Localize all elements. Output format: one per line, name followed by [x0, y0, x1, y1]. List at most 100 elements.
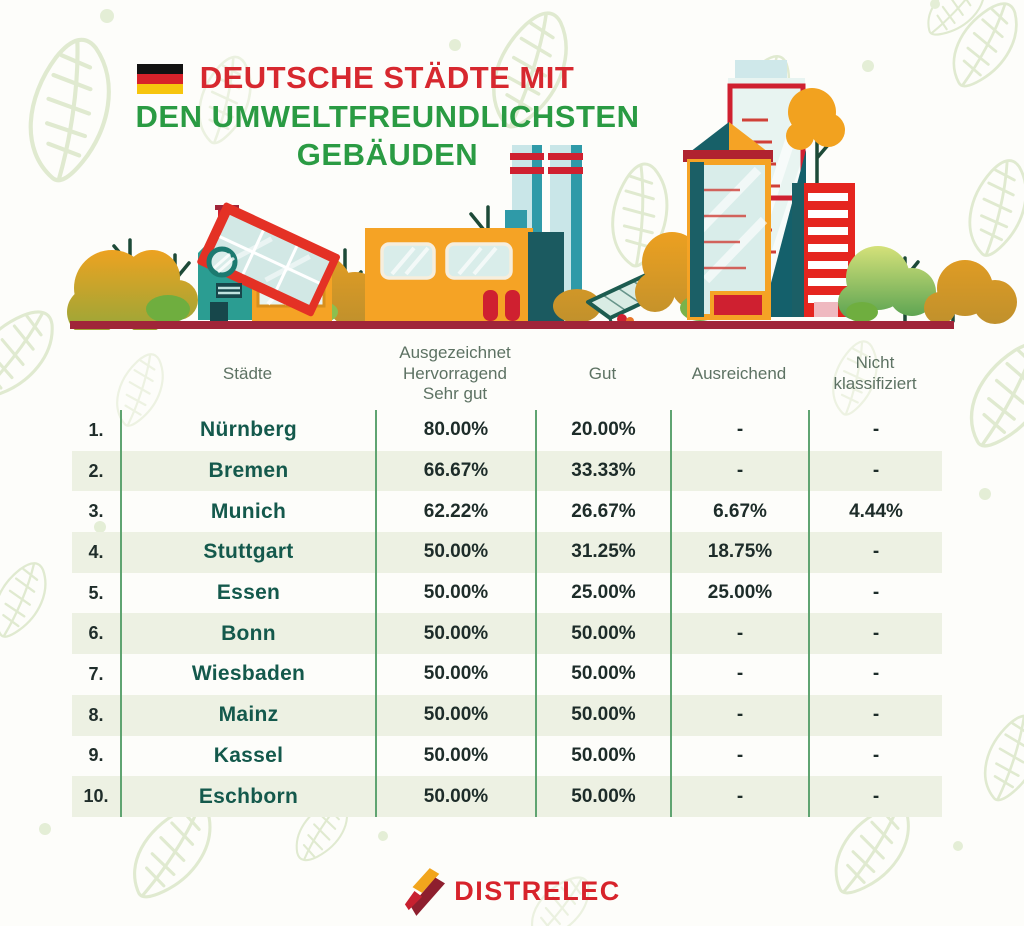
not-classified-cell: -	[808, 450, 942, 492]
city-cell: Essen	[120, 572, 375, 614]
city-cell: Kassel	[120, 735, 375, 777]
excellent-cell: 50.00%	[375, 654, 535, 695]
city-cell: Wiesbaden	[120, 654, 375, 695]
header-city: Städte	[222, 363, 273, 383]
rank-cell: 10.	[83, 786, 109, 807]
sufficient-cell: -	[670, 776, 808, 817]
table-row: 8. Mainz 50.00% 50.00% - -	[72, 694, 942, 736]
rank-cell: 8.	[88, 704, 104, 725]
sufficient-cell: -	[670, 613, 808, 655]
not-classified-cell: -	[808, 572, 942, 614]
sufficient-cell: 18.75%	[670, 532, 808, 573]
title-line-2: DEN UMWELTFREUNDLICHSTEN	[135, 99, 640, 134]
excellent-cell: 50.00%	[375, 735, 535, 777]
sufficient-cell: -	[670, 654, 808, 695]
good-cell: 25.00%	[535, 572, 670, 614]
excellent-cell: 50.00%	[375, 532, 535, 573]
not-classified-cell: -	[808, 694, 942, 736]
table-row: 1. Nürnberg 80.00% 20.00% - -	[72, 410, 942, 451]
good-cell: 20.00%	[535, 410, 670, 451]
right-trees	[838, 246, 1017, 324]
good-cell: 50.00%	[535, 776, 670, 817]
header-excellent: Ausgezeichnet Hervorragend Sehr gut	[399, 342, 511, 404]
not-classified-cell: -	[808, 776, 942, 817]
ranking-table: Städte Ausgezeichnet Hervorragend Sehr g…	[72, 338, 942, 817]
table-row: 6. Bonn 50.00% 50.00% - -	[72, 613, 942, 655]
sufficient-cell: -	[670, 450, 808, 492]
table-row: 3. Munich 62.22% 26.67% 6.67% 4.44%	[72, 491, 942, 533]
excellent-cell: 50.00%	[375, 613, 535, 655]
rank-cell: 3.	[88, 501, 104, 522]
building-door	[814, 302, 838, 317]
excellent-cell: 62.22%	[375, 491, 535, 533]
good-cell: 50.00%	[535, 694, 670, 736]
factory	[365, 145, 601, 323]
tree-behind-building	[786, 88, 845, 183]
eco-house	[197, 202, 340, 321]
table-body: 1. Nürnberg 80.00% 20.00% - - 2. Bremen …	[72, 410, 942, 817]
rank-cell: 9.	[88, 745, 104, 766]
city-cell: Bremen	[120, 450, 375, 492]
rank-cell: 2.	[88, 460, 104, 481]
office-towers	[683, 60, 855, 320]
city-cell: Bonn	[120, 613, 375, 655]
not-classified-cell: -	[808, 613, 942, 655]
brand-name: DISTRELEC	[454, 875, 621, 906]
ground-line	[70, 321, 954, 329]
header-rank	[72, 338, 120, 410]
table-row: 10. Eschborn 50.00% 50.00% - -	[72, 776, 942, 817]
sufficient-cell: 25.00%	[670, 572, 808, 614]
city-cell: Mainz	[120, 694, 375, 736]
header-good: Gut	[588, 363, 617, 383]
excellent-cell: 66.67%	[375, 450, 535, 492]
good-cell: 26.67%	[535, 491, 670, 533]
german-flag-icon	[137, 64, 183, 94]
city-cell: Stuttgart	[120, 532, 375, 573]
rank-cell: 7.	[88, 663, 104, 684]
factory-door	[483, 290, 498, 321]
not-classified-cell: -	[808, 735, 942, 777]
table-row: 4. Stuttgart 50.00% 31.25% 18.75% -	[72, 532, 942, 573]
not-classified-cell: -	[808, 532, 942, 573]
title-line-1: DEUTSCHE STÄDTE MIT	[199, 60, 575, 95]
rank-cell: 6.	[88, 623, 104, 644]
tower-with-spire	[683, 122, 773, 320]
rank-cell: 4.	[88, 541, 104, 562]
good-cell: 50.00%	[535, 654, 670, 695]
factory-door	[505, 290, 520, 321]
sufficient-cell: -	[670, 410, 808, 451]
not-classified-cell: -	[808, 654, 942, 695]
header-sufficient: Ausreichend	[691, 363, 787, 383]
excellent-cell: 80.00%	[375, 410, 535, 451]
sufficient-cell: -	[670, 735, 808, 777]
city-illustration	[67, 60, 1017, 330]
excellent-cell: 50.00%	[375, 572, 535, 614]
table-row: 7. Wiesbaden 50.00% 50.00% - -	[72, 654, 942, 695]
good-cell: 50.00%	[535, 735, 670, 777]
good-cell: 50.00%	[535, 613, 670, 655]
city-cell: Munich	[120, 491, 375, 533]
excellent-cell: 50.00%	[375, 694, 535, 736]
not-classified-cell: -	[808, 410, 942, 451]
lightning-bolt-icon	[405, 868, 446, 916]
sufficient-cell: -	[670, 694, 808, 736]
tower-entrance	[710, 291, 766, 319]
title-line-3: GEBÄUDEN	[296, 137, 479, 172]
city-cell: Eschborn	[120, 776, 375, 817]
table-row: 9. Kassel 50.00% 50.00% - -	[72, 735, 942, 777]
table-header-row: Städte Ausgezeichnet Hervorragend Sehr g…	[72, 338, 942, 410]
good-cell: 31.25%	[535, 532, 670, 573]
good-cell: 33.33%	[535, 450, 670, 492]
rank-cell: 5.	[88, 582, 104, 603]
sufficient-cell: 6.67%	[670, 491, 808, 533]
not-classified-cell: 4.44%	[808, 491, 942, 533]
table-row: 2. Bremen 66.67% 33.33% - -	[72, 450, 942, 492]
excellent-cell: 50.00%	[375, 776, 535, 817]
rank-cell: 1.	[88, 419, 104, 440]
footer-logo: DISTRELEC	[0, 866, 1024, 916]
header-not-classified: Nicht klassifiziert	[833, 353, 917, 393]
house-door	[210, 302, 228, 321]
city-cell: Nürnberg	[120, 410, 375, 451]
table-row: 5. Essen 50.00% 25.00% 25.00% -	[72, 572, 942, 614]
